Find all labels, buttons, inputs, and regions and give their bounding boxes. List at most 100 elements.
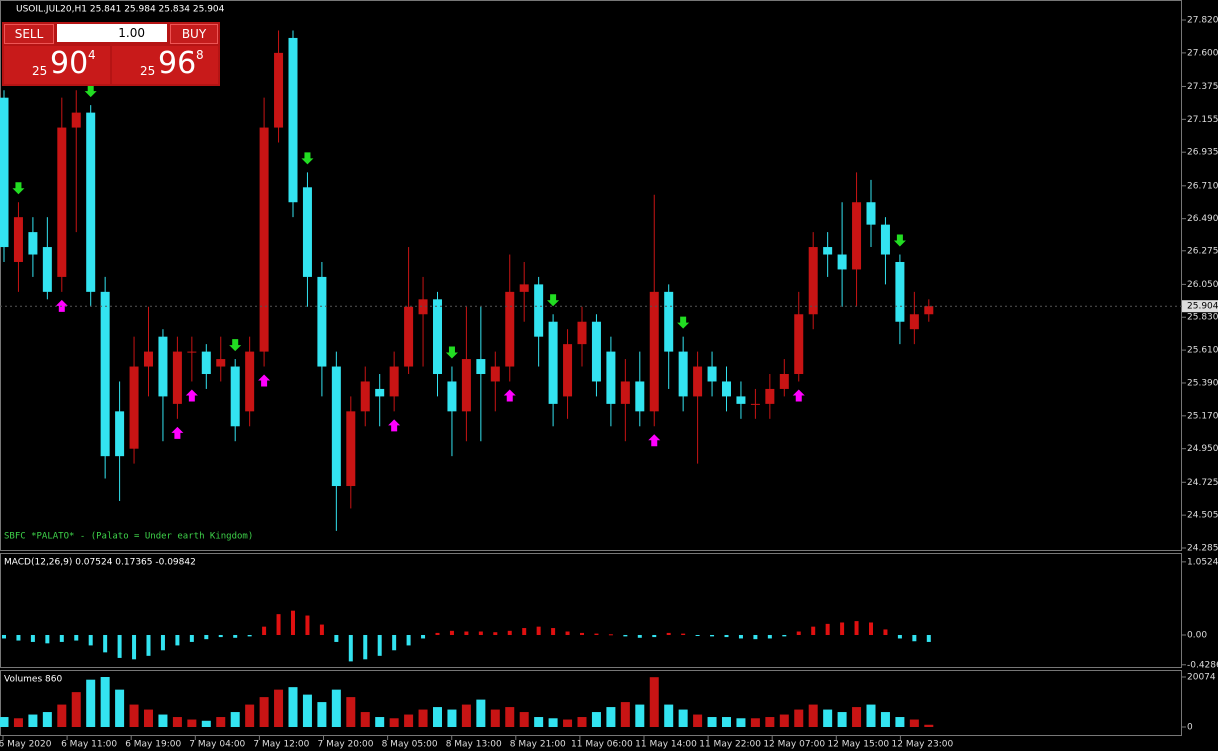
candle-body <box>577 321 587 345</box>
candle-body <box>187 351 197 353</box>
candle-body <box>13 217 23 262</box>
candle-body <box>288 37 298 203</box>
volume-title: Volumes 860 <box>4 675 62 685</box>
volume-bar <box>548 718 558 728</box>
volume-bar <box>563 719 573 728</box>
macd-bar <box>464 631 469 635</box>
candle-body <box>852 202 862 270</box>
volume-bar <box>664 704 674 728</box>
macd-bar <box>652 634 657 638</box>
volume-bar <box>779 714 789 728</box>
volume-bar <box>201 720 211 728</box>
macd-bar <box>623 634 628 637</box>
current-price-label: 25.904 <box>1187 302 1218 312</box>
candle-body <box>880 224 890 255</box>
macd-bar <box>840 622 845 635</box>
candle-body <box>909 314 919 330</box>
candle-body <box>765 388 775 404</box>
y-tick-label: 25.390 <box>1187 378 1218 388</box>
candle-body <box>808 247 818 315</box>
candle-body <box>534 284 544 337</box>
macd-bar <box>825 623 830 635</box>
macd-bar <box>493 632 498 635</box>
macd-bar <box>348 634 353 662</box>
x-tick-label: 8 May 05:00 <box>382 740 438 750</box>
y-tick-label: 27.600 <box>1187 48 1218 58</box>
y-tick-label: 26.710 <box>1187 181 1218 191</box>
sell-arrow <box>301 152 314 165</box>
candle-body <box>866 202 876 225</box>
candle-body <box>302 187 312 277</box>
volume-bar <box>447 709 457 728</box>
volume-bar <box>389 718 399 728</box>
buy-arrow <box>388 419 401 432</box>
buy-button[interactable]: BUY <box>170 24 218 44</box>
volume-bar <box>534 717 544 728</box>
y-tick-label: 26.275 <box>1187 246 1218 256</box>
volume-bar <box>693 714 703 728</box>
annotation: SBFC *PALATO* - (Palato = Under earth Ki… <box>4 532 253 542</box>
volume-bar <box>100 677 110 728</box>
candle-body <box>259 127 269 352</box>
candle-body <box>245 351 255 412</box>
macd-title: MACD(12,26,9) 0.07524 0.17365 -0.09842 <box>4 558 196 568</box>
candle-body <box>115 411 125 457</box>
volume-bar <box>172 717 182 728</box>
volume-bar <box>418 709 428 728</box>
sell-button[interactable]: SELL <box>4 24 54 44</box>
macd-bar <box>59 634 64 642</box>
sell-arrow <box>84 85 97 98</box>
buy-arrow <box>171 426 184 439</box>
volume-bar <box>13 718 23 728</box>
volume-bar <box>823 709 833 728</box>
candle-body <box>505 291 515 367</box>
volume-bar <box>216 717 226 728</box>
volume-bar <box>505 707 515 728</box>
candle-body <box>649 291 659 412</box>
ask-price[interactable]: 25 96 8 <box>112 46 218 84</box>
candle-body <box>404 306 414 367</box>
y-tick-label: 26.935 <box>1187 148 1218 158</box>
volume-bar <box>490 709 500 728</box>
candle-body <box>563 344 573 397</box>
volume-panel <box>0 670 1182 736</box>
candle-body <box>144 351 153 367</box>
macd-bar <box>435 632 440 635</box>
macd-bar <box>291 610 295 635</box>
macd-bar <box>637 634 642 638</box>
candle-body <box>895 261 905 322</box>
volume-bar <box>0 717 9 728</box>
x-tick-label: 7 May 20:00 <box>318 740 374 750</box>
candle-body <box>924 306 934 315</box>
ask-small: 8 <box>196 48 204 62</box>
macd-bar <box>724 634 729 638</box>
candle-body <box>274 52 284 128</box>
macd-bar <box>536 626 541 635</box>
volume-bar <box>750 718 760 728</box>
volume-bar <box>129 704 139 728</box>
candle-body <box>71 112 81 128</box>
bid-big: 25 <box>32 64 48 78</box>
macd-bar <box>45 634 50 644</box>
candle-body <box>389 366 399 397</box>
volume-bar <box>852 707 862 728</box>
candle-body <box>0 97 9 248</box>
macd-bar <box>565 631 570 635</box>
volume-bar <box>519 712 529 728</box>
candle-body <box>447 381 457 412</box>
bid-price[interactable]: 25 90 4 <box>4 46 110 84</box>
ask-big: 25 <box>140 64 156 78</box>
candle-body <box>100 291 110 457</box>
candle-body <box>360 381 370 412</box>
candle-body <box>750 403 760 405</box>
volume-bar <box>28 714 38 728</box>
lot-input[interactable]: 1.00 <box>57 24 167 42</box>
y-tick-label: -0.4286 <box>1187 660 1218 670</box>
sell-arrow <box>893 234 906 247</box>
candle-body <box>418 299 428 315</box>
macd-bar <box>796 631 801 635</box>
macd-bar <box>132 634 137 660</box>
volume-bar <box>649 677 659 728</box>
macd-bar <box>16 634 21 641</box>
